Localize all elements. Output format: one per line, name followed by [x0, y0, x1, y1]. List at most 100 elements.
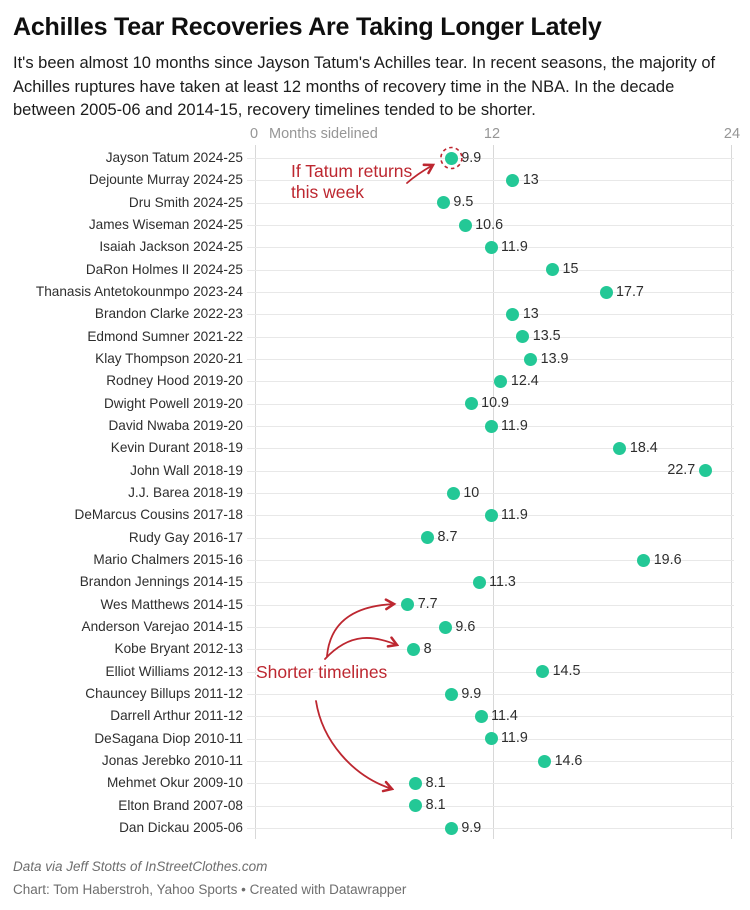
value-label: 8: [423, 640, 432, 657]
value-label: 8.1: [425, 774, 446, 791]
data-point: [446, 486, 460, 500]
value-label: 13: [522, 171, 539, 188]
value-label: 14.5: [552, 663, 581, 680]
row-label: Klay Thompson 2020-21: [95, 351, 243, 366]
data-point: [444, 151, 458, 165]
row-label: Kobe Bryant 2012-13: [114, 641, 243, 657]
row-gridline: [247, 359, 734, 360]
gridline-24-months: [731, 145, 732, 839]
row-label: Wes Matthews 2014-15: [100, 596, 243, 612]
value-label: 14.6: [554, 752, 583, 769]
row-gridline: [247, 805, 734, 807]
value-label: 9.9: [461, 685, 482, 702]
row-label: Elton Brand 2007-08: [118, 797, 243, 813]
data-point: [436, 196, 450, 210]
row-label: Isaiah Jackson 2024-25: [99, 239, 243, 255]
value-label: 9.6: [455, 618, 476, 635]
data-point: [506, 173, 520, 187]
data-point: [458, 218, 472, 232]
annotation-tatum: If Tatum returns this week: [291, 161, 412, 203]
row-label: Dru Smith 2024-25: [128, 194, 243, 210]
value-label: 9.9: [461, 149, 482, 166]
x-axis-tick-12: 12: [483, 126, 501, 142]
row-label: Dejounte Murray 2024-25: [88, 172, 243, 188]
value-label: 11.9: [501, 506, 528, 523]
value-label: 7.7: [417, 596, 438, 613]
row-gridline: [247, 448, 734, 450]
row-label: James Wiseman 2024-25: [88, 217, 243, 232]
data-point: [474, 709, 488, 723]
value-label: 10.9: [481, 395, 509, 412]
row-gridline: [247, 292, 734, 293]
value-label: 13.5: [532, 328, 561, 345]
value-label: 8.1: [425, 797, 446, 814]
row-gridline: [247, 716, 734, 718]
data-point: [484, 419, 498, 433]
row-gridline: [247, 783, 734, 785]
data-point: [409, 799, 423, 813]
row-label: J.J. Barea 2018-19: [128, 485, 243, 500]
data-point: [506, 307, 520, 321]
value-label: 10.6: [475, 216, 504, 233]
gridline-12-months: [493, 145, 494, 839]
data-point: [438, 620, 452, 634]
value-label: 11.9: [501, 730, 528, 747]
x-axis-tick-0: 0: [249, 126, 259, 142]
row-label: John Wall 2018-19: [130, 462, 243, 478]
row-label: Elliot Williams 2012-13: [105, 663, 244, 679]
annotation-tatum-line1: If Tatum returns: [291, 161, 413, 181]
value-label: 17.7: [616, 283, 644, 300]
data-point: [536, 665, 550, 679]
row-gridline: [247, 403, 734, 405]
row-label: Mario Chalmers 2015-16: [93, 552, 243, 567]
value-label: 19.6: [653, 551, 682, 568]
value-label: 11.9: [501, 417, 528, 434]
annotation-tatum-line2: this week: [291, 182, 364, 202]
row-label: Edmond Sumner 2021-22: [87, 328, 243, 344]
data-point: [494, 374, 508, 388]
data-point: [698, 464, 712, 478]
value-label: 22.7: [667, 462, 696, 479]
data-point: [472, 575, 486, 589]
row-gridline: [247, 202, 734, 204]
value-label: 10: [463, 484, 480, 501]
row-label: Dan Dickau 2005-06: [119, 820, 243, 835]
data-point: [599, 285, 613, 299]
row-label: DaRon Holmes II 2024-25: [85, 261, 243, 277]
value-label: 15: [562, 261, 579, 278]
data-point: [444, 821, 458, 835]
value-label: 12.4: [510, 372, 539, 389]
data-point: [524, 352, 538, 366]
data-source: Data via Jeff Stotts of InStreetClothes.…: [13, 859, 268, 874]
row-gridline: [247, 671, 734, 673]
row-gridline: [247, 537, 734, 539]
row-gridline: [247, 180, 734, 182]
value-label: 13.9: [540, 350, 569, 367]
value-label: 9.5: [453, 194, 474, 211]
value-label: 11.4: [491, 707, 518, 724]
row-label: David Nwaba 2019-20: [108, 418, 243, 433]
row-gridline: [247, 761, 734, 762]
row-gridline: [247, 649, 734, 651]
row-label: Rudy Gay 2016-17: [128, 529, 243, 545]
row-gridline: [247, 225, 734, 226]
data-point: [516, 330, 530, 344]
value-label: 13: [522, 305, 539, 322]
page-title: Achilles Tear Recoveries Are Taking Long…: [13, 13, 602, 41]
value-label: 11.3: [489, 573, 516, 590]
row-label: Mehmet Okur 2009-10: [106, 775, 243, 791]
row-gridline: [247, 582, 734, 584]
row-label: Brandon Clarke 2022-23: [94, 306, 243, 322]
row-gridline: [247, 158, 734, 159]
row-gridline: [247, 314, 734, 316]
row-label: Rodney Hood 2019-20: [106, 373, 243, 389]
row-gridline: [247, 604, 734, 606]
row-label: Brandon Jennings 2014-15: [79, 574, 243, 590]
row-gridline: [247, 381, 734, 383]
data-point: [538, 754, 552, 768]
annotation-shorter-timelines: Shorter timelines: [256, 662, 388, 682]
row-label: Thanasis Antetokounmpo 2023-24: [35, 284, 243, 299]
row-label: Anderson Varejao 2014-15: [81, 619, 243, 634]
row-label: Dwight Powell 2019-20: [103, 395, 243, 411]
